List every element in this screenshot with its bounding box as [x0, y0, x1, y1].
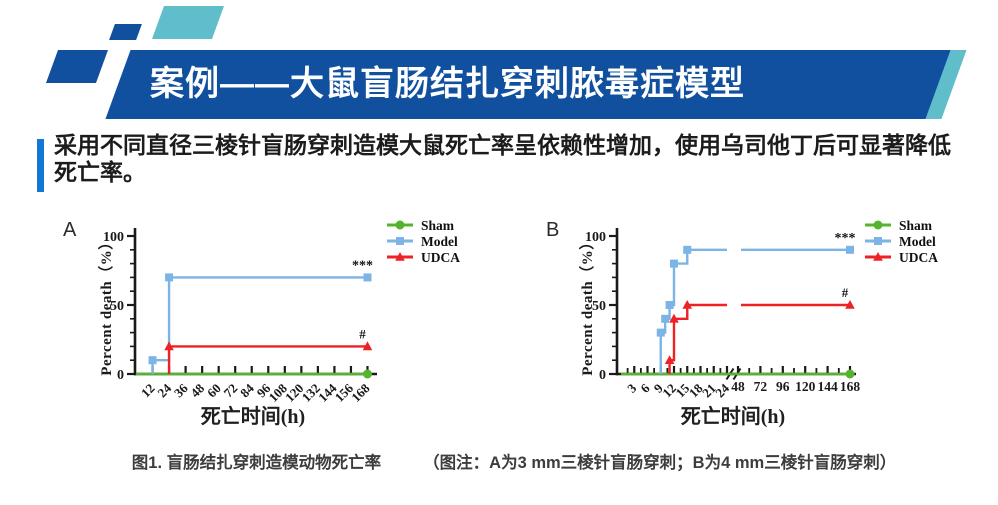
chart-panel-b: B 0 50 100 3 6 9 12 15 18 21 24 48 72 96 120 144 168 *** #…	[530, 213, 995, 448]
svg-text:Sham: Sham	[899, 218, 933, 233]
svg-text:168: 168	[348, 380, 373, 405]
svg-text:50: 50	[110, 299, 124, 314]
figure-note: （图注：A为3 mm三棱针盲肠穿刺；B为4 mm三棱针盲肠穿刺）	[423, 454, 897, 472]
svg-text:死亡时间(h): 死亡时间(h)	[201, 404, 305, 428]
svg-text:144: 144	[817, 379, 838, 394]
svg-text:Model: Model	[899, 234, 936, 249]
chart-a-percent-death-plot: 0501001224364860728496108120132144156168…	[97, 218, 460, 428]
intro-line-2: 死亡率。	[54, 159, 146, 185]
deco-teal-parallelogram	[151, 6, 225, 39]
svg-text:168: 168	[840, 379, 861, 394]
deco-blue-small-parallelogram	[109, 24, 142, 40]
svg-text:Percent death（%）: Percent death（%）	[97, 234, 115, 375]
svg-text:死亡时间(h): 死亡时间(h)	[681, 404, 785, 428]
svg-text:***: ***	[352, 258, 373, 273]
svg-text:Sham: Sham	[421, 218, 455, 233]
figure-caption-row: 图1. 盲肠结扎穿刺造模动物死亡率 （图注：A为3 mm三棱针盲肠穿刺；B为4 …	[0, 449, 998, 473]
svg-text:96: 96	[776, 379, 790, 394]
svg-text:6: 6	[637, 380, 653, 396]
svg-text:UDCA: UDCA	[899, 250, 938, 265]
intro-text: 采用不同直径三棱针盲肠穿刺造模大鼠死亡率呈依赖性增加，使用乌司他丁后可显著降低 …	[54, 132, 987, 186]
svg-text:Percent death（%）: Percent death（%）	[578, 234, 596, 375]
deco-blue-left-parallelogram	[45, 50, 109, 83]
svg-text:48: 48	[731, 379, 745, 394]
svg-text:***: ***	[835, 231, 856, 246]
svg-text:72: 72	[754, 379, 768, 394]
svg-text:3: 3	[624, 380, 640, 396]
intro-line-1: 采用不同直径三棱针盲肠穿刺造模大鼠死亡率呈依赖性增加，使用乌司他丁后可显著降低	[54, 132, 951, 158]
svg-text:100: 100	[103, 230, 124, 245]
intro-accent-bar	[37, 139, 44, 192]
svg-text:Model: Model	[421, 234, 458, 249]
svg-text:50: 50	[592, 299, 606, 314]
svg-text:UDCA: UDCA	[421, 250, 460, 265]
svg-text:24: 24	[712, 380, 732, 400]
intro-block: 采用不同直径三棱针盲肠穿刺造模大鼠死亡率呈依赖性增加，使用乌司他丁后可显著降低 …	[37, 132, 987, 192]
svg-text:120: 120	[795, 379, 816, 394]
svg-text:#: #	[842, 285, 849, 300]
chart-panel-a: A 0 50 100 12 24 36 48 60 72 84 96 108 120 132 144 156 1…	[55, 213, 525, 448]
page-title: 案例——大鼠盲肠结扎穿刺脓毒症模型	[150, 65, 745, 103]
panel-label-a: A	[63, 219, 77, 241]
svg-text:0: 0	[117, 368, 124, 383]
svg-text:100: 100	[585, 230, 606, 245]
svg-text:0: 0	[599, 368, 606, 383]
figure-caption: 图1. 盲肠结扎穿刺造模动物死亡率	[131, 454, 382, 472]
svg-text:#: #	[359, 326, 366, 341]
panel-label-b: B	[546, 219, 560, 241]
